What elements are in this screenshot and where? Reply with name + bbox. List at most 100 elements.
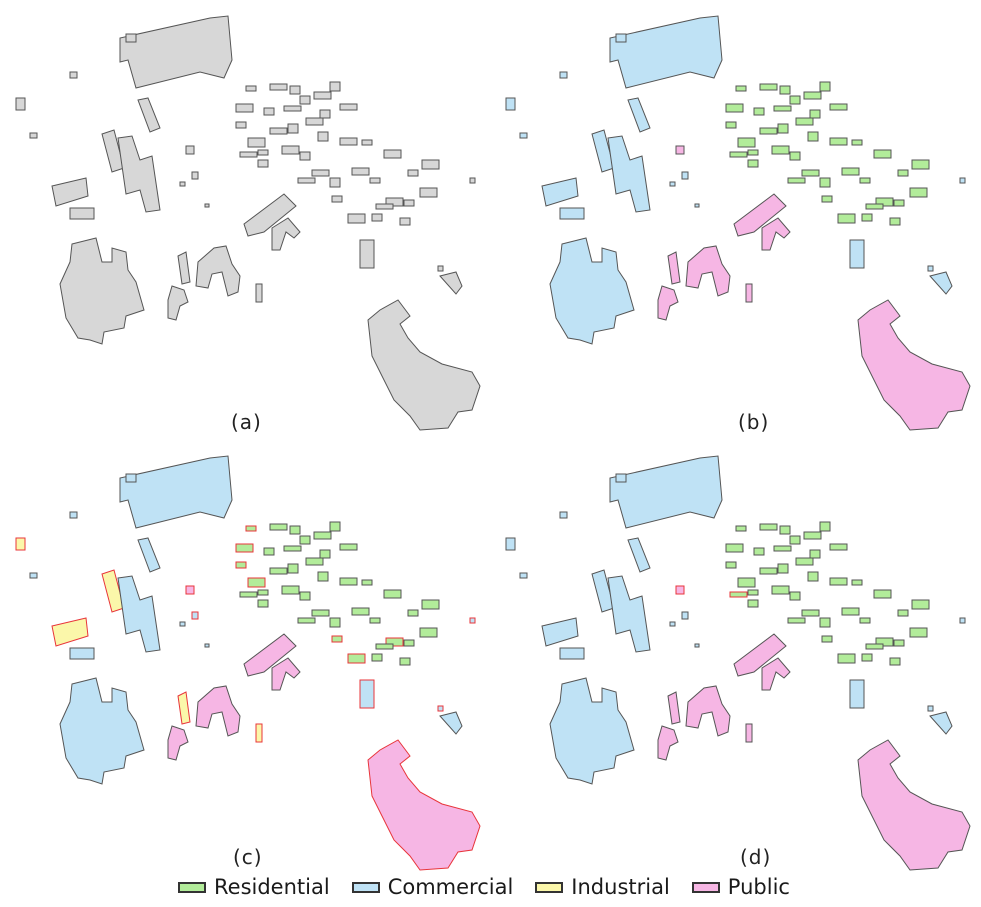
building-pub-diag bbox=[733, 633, 787, 677]
building-res-36 bbox=[779, 85, 791, 95]
building-res-1 bbox=[235, 543, 254, 553]
building-isle-1 bbox=[559, 71, 568, 79]
building-far-w-1 bbox=[505, 537, 516, 551]
building-e-tiny2 bbox=[927, 265, 934, 272]
building-pub-tiny bbox=[675, 145, 685, 155]
building-res-32 bbox=[403, 639, 415, 647]
building-e-1 bbox=[439, 711, 463, 735]
building-w-slab bbox=[559, 207, 585, 220]
building-pub-l bbox=[271, 657, 301, 691]
building-res-22 bbox=[407, 609, 419, 617]
building-c-tiny bbox=[681, 171, 689, 180]
building-res-35 bbox=[865, 643, 884, 650]
building-res-16 bbox=[319, 549, 331, 559]
building-pub-3 bbox=[195, 685, 241, 737]
building-pub-diag bbox=[243, 193, 297, 237]
panel-caption-b: (b) bbox=[738, 410, 770, 434]
building-res-34 bbox=[399, 217, 411, 226]
building-res-25 bbox=[773, 105, 792, 112]
legend-swatch-public bbox=[691, 881, 720, 893]
building-mid-w bbox=[607, 135, 651, 213]
building-e-1 bbox=[929, 271, 953, 295]
building-res-27 bbox=[759, 567, 778, 575]
building-res-36 bbox=[779, 525, 791, 535]
building-res-39 bbox=[803, 531, 822, 540]
building-res-38 bbox=[329, 521, 341, 532]
building-res-8 bbox=[329, 617, 341, 628]
panel-b: (b) bbox=[490, 0, 980, 445]
building-res-17 bbox=[339, 543, 358, 551]
building-res-32 bbox=[403, 199, 415, 207]
building-pub-4 bbox=[745, 723, 753, 743]
building-res-4 bbox=[257, 159, 269, 168]
building-res-27 bbox=[759, 127, 778, 135]
building-res-36 bbox=[289, 85, 301, 95]
building-pub-3 bbox=[195, 245, 241, 297]
building-res-0 bbox=[245, 85, 257, 92]
building-w-block bbox=[541, 617, 579, 647]
building-res-28 bbox=[287, 563, 299, 574]
building-e-tiny bbox=[959, 617, 966, 624]
building-e-tiny2 bbox=[927, 705, 934, 712]
building-res-18 bbox=[807, 571, 819, 582]
building-c-tiny3 bbox=[204, 203, 210, 208]
building-res-20 bbox=[851, 139, 863, 146]
building-res-12 bbox=[331, 195, 343, 203]
building-res-21 bbox=[383, 589, 402, 599]
building-w-slab bbox=[69, 207, 95, 220]
building-res-13 bbox=[837, 653, 856, 664]
building-far-w-1 bbox=[15, 97, 26, 111]
building-res-23 bbox=[911, 159, 930, 170]
building-res-14 bbox=[861, 653, 873, 662]
building-res-31 bbox=[281, 585, 300, 595]
building-res-3 bbox=[247, 577, 266, 588]
legend-item-residential: Residential bbox=[178, 875, 330, 899]
building-e-2 bbox=[849, 679, 865, 709]
building-big-sw bbox=[59, 237, 145, 345]
building-res-2 bbox=[235, 561, 247, 569]
building-res-16 bbox=[809, 109, 821, 119]
building-big-sw bbox=[59, 677, 145, 785]
building-pub-se bbox=[857, 299, 971, 431]
building-res-5 bbox=[239, 151, 258, 158]
building-pub-l bbox=[761, 217, 791, 251]
building-far-w-2 bbox=[29, 572, 38, 579]
building-far-w-2 bbox=[519, 572, 528, 579]
building-res-24 bbox=[263, 547, 275, 556]
building-res-28 bbox=[777, 123, 789, 134]
building-pub-1 bbox=[177, 251, 191, 285]
building-res-30 bbox=[747, 149, 759, 156]
building-res-4 bbox=[747, 159, 759, 168]
building-res-39 bbox=[313, 531, 332, 540]
building-res-26 bbox=[299, 535, 311, 545]
building-res-9 bbox=[841, 167, 860, 176]
building-res-1 bbox=[725, 103, 744, 113]
building-res-16 bbox=[809, 549, 821, 559]
building-res-34 bbox=[399, 657, 411, 666]
building-res-26 bbox=[789, 95, 801, 105]
building-e-2 bbox=[359, 679, 375, 709]
building-res-27 bbox=[269, 567, 288, 575]
building-res-34 bbox=[889, 657, 901, 666]
building-res-1 bbox=[235, 103, 254, 113]
building-mid-w bbox=[607, 575, 651, 653]
building-res-23 bbox=[911, 599, 930, 610]
building-pub-4 bbox=[255, 723, 263, 743]
building-res-26 bbox=[789, 535, 801, 545]
building-pub-se bbox=[367, 739, 481, 871]
building-c-tiny bbox=[191, 611, 199, 620]
building-res-37 bbox=[759, 523, 778, 531]
building-pub-4 bbox=[255, 283, 263, 303]
building-res-16 bbox=[319, 109, 331, 119]
building-pub-l bbox=[271, 217, 301, 251]
building-res-37 bbox=[269, 83, 288, 91]
building-far-w-1 bbox=[15, 537, 26, 551]
building-res-30 bbox=[257, 589, 269, 596]
building-res-30 bbox=[257, 149, 269, 156]
building-res-0 bbox=[735, 525, 747, 532]
building-res-4 bbox=[257, 599, 269, 608]
building-e-2 bbox=[359, 239, 375, 269]
building-res-0 bbox=[735, 85, 747, 92]
building-res-38 bbox=[819, 521, 831, 532]
building-res-37 bbox=[759, 83, 778, 91]
